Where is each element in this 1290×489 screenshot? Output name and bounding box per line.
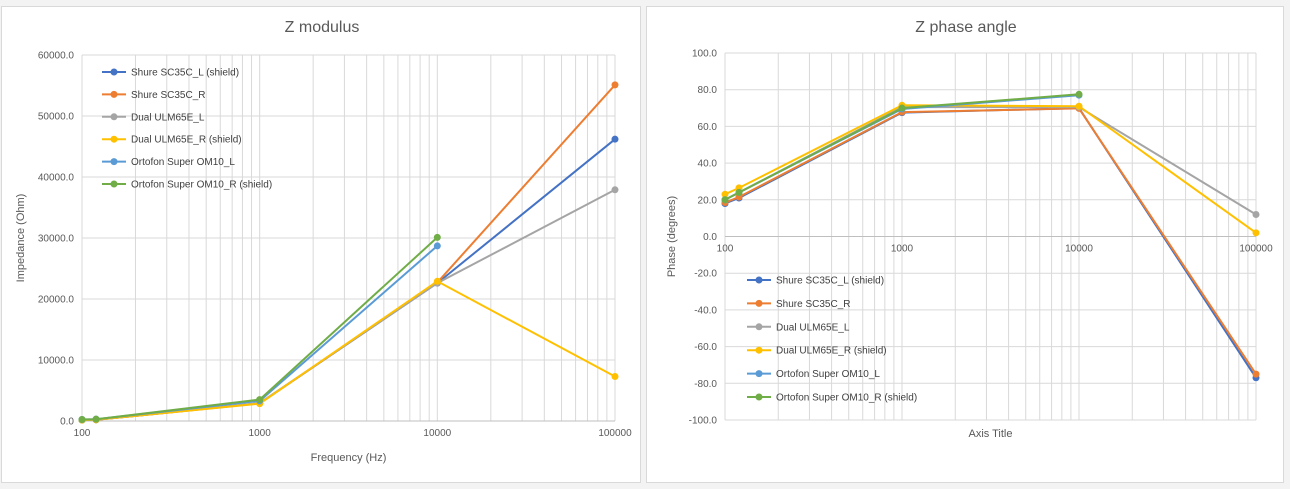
- data-point: [256, 396, 264, 404]
- legend-marker: [755, 323, 763, 331]
- y-tick-label: 100.0: [692, 49, 717, 60]
- data-point: [611, 372, 619, 380]
- z-phase-angle-plot: Z phase angle -100.0 -80.0 -60.0 -40.0 -20.0 0…: [666, 19, 1273, 440]
- legend-entry: Shure SC35C_L (shield): [131, 68, 239, 79]
- legend-entry: Shure SC35C_R: [776, 299, 850, 310]
- y-tick-label: -60.0: [694, 342, 717, 353]
- x-axis-label: Axis Title: [968, 428, 1012, 440]
- legend-marker: [110, 135, 118, 143]
- series-line-6: [81, 236, 438, 421]
- x-tick-label: 100000: [1239, 244, 1273, 255]
- legend-entry: Shure SC35C_R: [131, 90, 205, 101]
- y-tick-label: 60000.0: [38, 51, 75, 62]
- data-point: [735, 188, 743, 196]
- series-line-1: [724, 107, 1257, 379]
- x-tick-label: 100: [717, 244, 734, 255]
- data-point: [721, 190, 729, 198]
- legend-entry: Ortofon Super OM10_L: [131, 157, 235, 168]
- series-line-2: [724, 107, 1257, 375]
- series-line-4: [724, 104, 1257, 234]
- y-tick-label: 40.0: [698, 159, 718, 170]
- data-point: [611, 135, 619, 143]
- legend-entry: Ortofon Super OM10_R (shield): [776, 393, 917, 404]
- series-line-4: [81, 280, 616, 422]
- y-tick-label: -100.0: [689, 416, 718, 427]
- series-line-6: [724, 93, 1080, 201]
- y-tick-label: 20.0: [698, 195, 718, 206]
- legend-entry: Dual ULM65E_L: [131, 112, 205, 123]
- y-tick-label: 0.0: [703, 232, 717, 243]
- x-axis-label: Frequency (Hz): [311, 452, 387, 464]
- chart-title: Z phase angle: [915, 19, 1017, 36]
- x-tick-label: 1000: [249, 428, 272, 439]
- y-tick-label: -80.0: [694, 379, 717, 390]
- data-point: [611, 186, 619, 194]
- y-axis-label: Phase (degrees): [666, 196, 678, 277]
- legend-entry: Ortofon Super OM10_R (shield): [131, 180, 272, 191]
- data-point: [1252, 229, 1260, 237]
- y-tick-label: 80.0: [698, 85, 718, 96]
- data-point: [78, 415, 86, 423]
- data-point: [433, 277, 441, 285]
- x-tick-label: 100000: [598, 428, 632, 439]
- series-line-3: [81, 188, 616, 422]
- y-tick-label: 20000.0: [38, 295, 75, 306]
- legend-marker: [110, 180, 118, 188]
- data-point: [1075, 102, 1083, 110]
- y-tick-label: 60.0: [698, 122, 718, 133]
- x-tick-label: 100: [74, 428, 91, 439]
- chart-title: Z modulus: [285, 19, 360, 36]
- data-point: [721, 196, 729, 204]
- y-tick-label: -20.0: [694, 269, 717, 280]
- x-tick-label: 10000: [423, 428, 451, 439]
- data-point: [611, 81, 619, 89]
- legend-marker: [110, 68, 118, 76]
- z-modulus-chart[interactable]: Z modulus 0.0 10000.0 20000.0 30000.0 40000.0…: [1, 6, 641, 483]
- legend-marker: [755, 370, 763, 378]
- legend-marker: [110, 113, 118, 121]
- legend-marker: [755, 346, 763, 354]
- legend-entry: Dual ULM65E_R (shield): [131, 135, 242, 146]
- legend-marker: [110, 90, 118, 98]
- data-point: [1252, 210, 1260, 218]
- x-tick-label: 1000: [891, 244, 914, 255]
- legend-entry: Shure SC35C_L (shield): [776, 276, 884, 287]
- y-tick-label: 30000.0: [38, 234, 75, 245]
- y-tick-label: -40.0: [694, 305, 717, 316]
- data-point: [92, 415, 100, 423]
- y-tick-label: 10000.0: [38, 356, 75, 367]
- legend-marker: [755, 276, 763, 284]
- data-point: [433, 242, 441, 250]
- data-point: [898, 104, 906, 112]
- data-point: [433, 233, 441, 241]
- series-line-3: [724, 106, 1257, 216]
- y-tick-label: 40000.0: [38, 173, 75, 184]
- x-tick-label: 10000: [1065, 244, 1093, 255]
- data-point: [1075, 90, 1083, 98]
- z-modulus-plot: Z modulus 0.0 10000.0 20000.0 30000.0 40000.0…: [15, 19, 632, 464]
- y-tick-label: 0.0: [60, 417, 74, 428]
- y-tick-label: 50000.0: [38, 112, 75, 123]
- legend-marker: [110, 158, 118, 166]
- legend-marker: [755, 393, 763, 401]
- data-point: [1252, 370, 1260, 378]
- legend-marker: [755, 299, 763, 307]
- z-phase-angle-chart[interactable]: Z phase angle -100.0 -80.0 -60.0 -40.0 -20.0 0…: [646, 6, 1284, 483]
- legend-entry: Ortofon Super OM10_L: [776, 369, 880, 380]
- legend-entry: Dual ULM65E_R (shield): [776, 346, 887, 357]
- legend-entry: Dual ULM65E_L: [776, 322, 850, 333]
- y-axis-label: Impedance (Ohm): [15, 194, 27, 283]
